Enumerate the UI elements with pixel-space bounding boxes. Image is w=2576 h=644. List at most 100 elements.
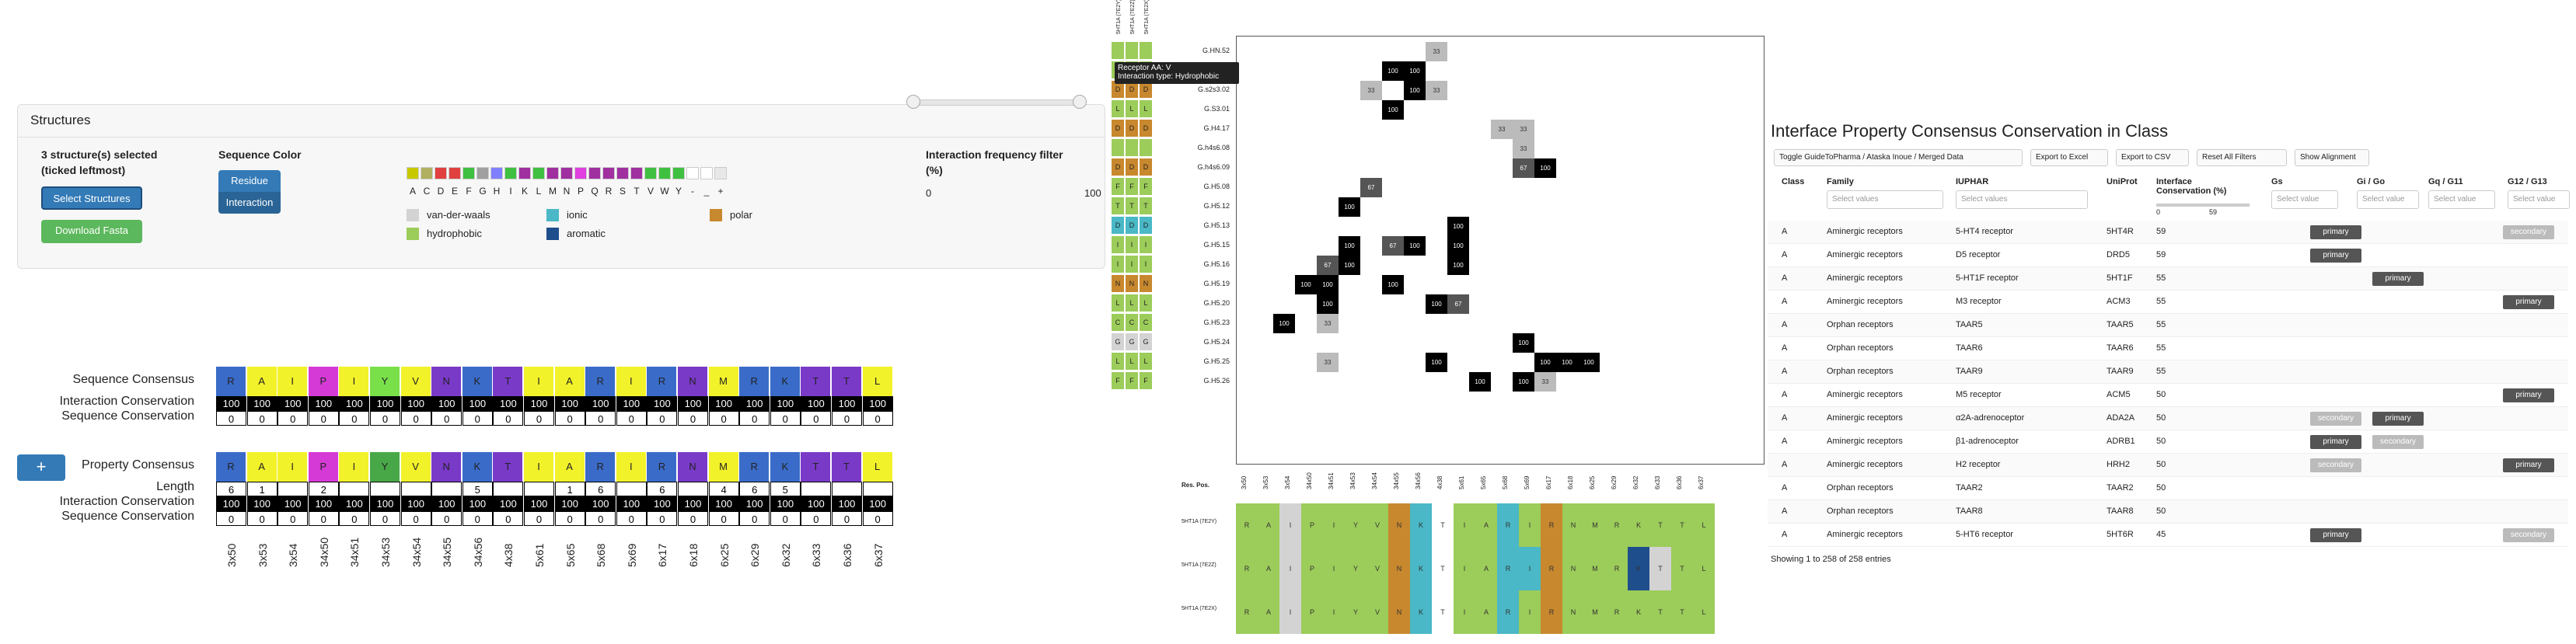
heatmap-row-label: G.H5.15 (1203, 241, 1230, 249)
panel-title: Structures (18, 105, 1105, 138)
slider-max-handle[interactable] (1073, 95, 1087, 109)
table-header-cell[interactable]: Gi / Go (2357, 177, 2386, 186)
residue-button[interactable]: Residue (218, 170, 281, 192)
table-toolbar-button[interactable]: Toggle GuideToPharma / Ataska Inoue / Me… (1774, 149, 2023, 166)
table-toolbar-button[interactable]: Show Alignment (2295, 149, 2369, 166)
table-header-cell[interactable]: Interface Conservation (%) (2156, 177, 2227, 196)
select-structures-button[interactable]: Select Structures (41, 186, 142, 210)
table-cell-cls: A (1782, 483, 1788, 493)
aa-letter: R (605, 186, 613, 197)
heatmap-residue-cell: L (1140, 100, 1152, 117)
length-cell (370, 482, 400, 496)
heatmap-residue-cell: L (1126, 100, 1138, 117)
heatmap-value-cell: 33 (1491, 120, 1513, 139)
property-consensus-cell: I (277, 452, 309, 482)
table-cell-cls: A (1782, 530, 1788, 539)
table-header-cell[interactable]: G12 / G13 (2508, 177, 2547, 186)
table-header-cell[interactable]: Gq / G11 (2428, 177, 2463, 186)
range-filter-track[interactable] (2156, 204, 2250, 207)
table-cell-cons: 59 (2156, 227, 2166, 236)
table-row[interactable]: A Aminergic receptors H2 receptor HRH2 50 sec… (1768, 454, 2568, 477)
heatmap-value-cell: 100 (1382, 275, 1404, 294)
table-filter-input[interactable]: Select value (2508, 190, 2570, 209)
table-filter-input[interactable]: Select values (1827, 190, 1943, 209)
table-filter-input[interactable]: Select value (2357, 190, 2419, 209)
heatmap-bottom-cell: N (1388, 547, 1410, 590)
interaction-cons2-cell: 100 (832, 496, 862, 511)
heatmap-bottom-cell: A (1475, 547, 1497, 590)
table-row[interactable]: A Aminergic receptors 5-HT6 receptor 5HT6R 4… (1768, 524, 2568, 547)
heatmap-value-cell: 100 (1404, 81, 1426, 100)
table-filter-input[interactable]: Select values (1956, 190, 2088, 209)
table-row[interactable]: A Aminergic receptors β1-adrenoceptor ADRB1… (1768, 430, 2568, 454)
heatmap-frame (1236, 36, 1764, 465)
table-row[interactable]: A Orphan receptors TAAR5 TAAR5 55 (1768, 314, 2568, 337)
slider-min-handle[interactable] (906, 95, 920, 109)
heatmap-bottom-cell: P (1301, 503, 1323, 547)
table-cell-iuphar: 5-HT4 receptor (1956, 227, 2013, 236)
g-protein-tag-gq: secondary (2372, 435, 2424, 449)
table-row[interactable]: A Orphan receptors TAAR2 TAAR2 50 (1768, 477, 2568, 500)
interaction-button[interactable]: Interaction (218, 192, 281, 214)
heatmap-value-cell: 67 (1382, 236, 1404, 256)
table-row[interactable]: A Aminergic receptors M5 receptor ACM5 50 pri… (1768, 384, 2568, 407)
table-toolbar-button[interactable]: Export to CSV (2116, 149, 2189, 166)
g-protein-tag-g12: secondary (2503, 528, 2554, 542)
add-row-button[interactable]: + (17, 454, 65, 481)
table-cell-cons: 59 (2156, 250, 2166, 259)
aa-swatch (686, 167, 699, 179)
seq-cons-cell: 0 (339, 411, 370, 426)
heatmap-residue-cell: G (1140, 333, 1152, 350)
table-toolbar-button[interactable]: Export to Excel (2030, 149, 2108, 166)
heatmap-residue-cell: C (1126, 314, 1138, 331)
table-cell-cons: 55 (2156, 320, 2166, 329)
seq-cons2-cell: 0 (524, 511, 554, 526)
seq-cons-cell: 0 (647, 411, 678, 426)
table-cell-cons: 55 (2156, 343, 2166, 353)
legend-label: van-der-waals (427, 209, 490, 221)
table-row[interactable]: A Aminergic receptors 5-HT1F receptor 5HT1F… (1768, 267, 2568, 291)
length-cell (277, 482, 309, 496)
g-protein-tag-g12: primary (2503, 295, 2554, 309)
heatmap-bottom-cell: R (1236, 590, 1258, 634)
aa-swatch (714, 167, 727, 179)
table-header-cell[interactable]: Family (1827, 177, 1854, 186)
table-header-cell[interactable]: Gs (2271, 177, 2283, 186)
table-filter-input[interactable]: Select value (2428, 190, 2495, 209)
seq-cons-cell: 0 (678, 411, 708, 426)
table-row[interactable]: A Orphan receptors TAAR6 TAAR6 55 (1768, 337, 2568, 360)
table-header-cell[interactable]: Class (1782, 177, 1805, 186)
heatmap-value-cell: 100 (1339, 236, 1360, 256)
heatmap-bottom-cell: I (1279, 503, 1301, 547)
interaction-cons2-cell: 100 (554, 496, 585, 511)
heatmap-value-cell: 100 (1317, 294, 1339, 314)
aa-letter: M (549, 186, 557, 197)
table-cell-family: Aminergic receptors (1827, 413, 1903, 423)
table-row[interactable]: A Orphan receptors TAAR8 TAAR8 50 (1768, 500, 2568, 524)
length-cell (678, 482, 708, 496)
table-row[interactable]: A Aminergic receptors 5-HT4 receptor 5HT4R 5… (1768, 221, 2568, 244)
aa-swatch (658, 167, 671, 179)
heatmap-residue-cell: D (1140, 158, 1152, 176)
table-row[interactable]: A Aminergic receptors M3 receptor ACM3 55 pri… (1768, 291, 2568, 314)
heatmap-row-label: G.H5.23 (1203, 319, 1230, 326)
legend-label: ionic (567, 209, 588, 221)
structures-panel: Structures 3 structure(s) selected (tick… (17, 104, 1105, 269)
seq-cons2-cell: 0 (431, 511, 462, 526)
table-header-cell[interactable]: IUPHAR (1956, 177, 1989, 186)
interaction-cons2-cell: 100 (678, 496, 708, 511)
seq-cons-cell: 0 (308, 411, 339, 426)
heatmap-value-cell: 33 (1360, 81, 1382, 100)
download-fasta-button[interactable]: Download Fasta (41, 220, 142, 243)
heatmap-bottom-cell: Y (1345, 590, 1367, 634)
table-row[interactable]: A Aminergic receptors α2A-adrenoceptor ADA2… (1768, 407, 2568, 430)
table-toolbar-button[interactable]: Reset All Filters (2197, 149, 2287, 166)
table-row[interactable]: A Orphan receptors TAAR9 TAAR9 55 (1768, 360, 2568, 384)
table-filter-input[interactable]: Select value (2271, 190, 2338, 209)
seq-consensus-cell: V (400, 367, 431, 396)
table-row[interactable]: A Aminergic receptors D5 receptor DRD5 59 pri… (1768, 244, 2568, 267)
heatmap-row-label: G.H5.08 (1203, 183, 1230, 190)
seq-cons2-cell: 0 (462, 511, 493, 526)
table-header-cell[interactable]: UniProt (2107, 177, 2138, 186)
heatmap-value-cell: 100 (1513, 372, 1534, 392)
